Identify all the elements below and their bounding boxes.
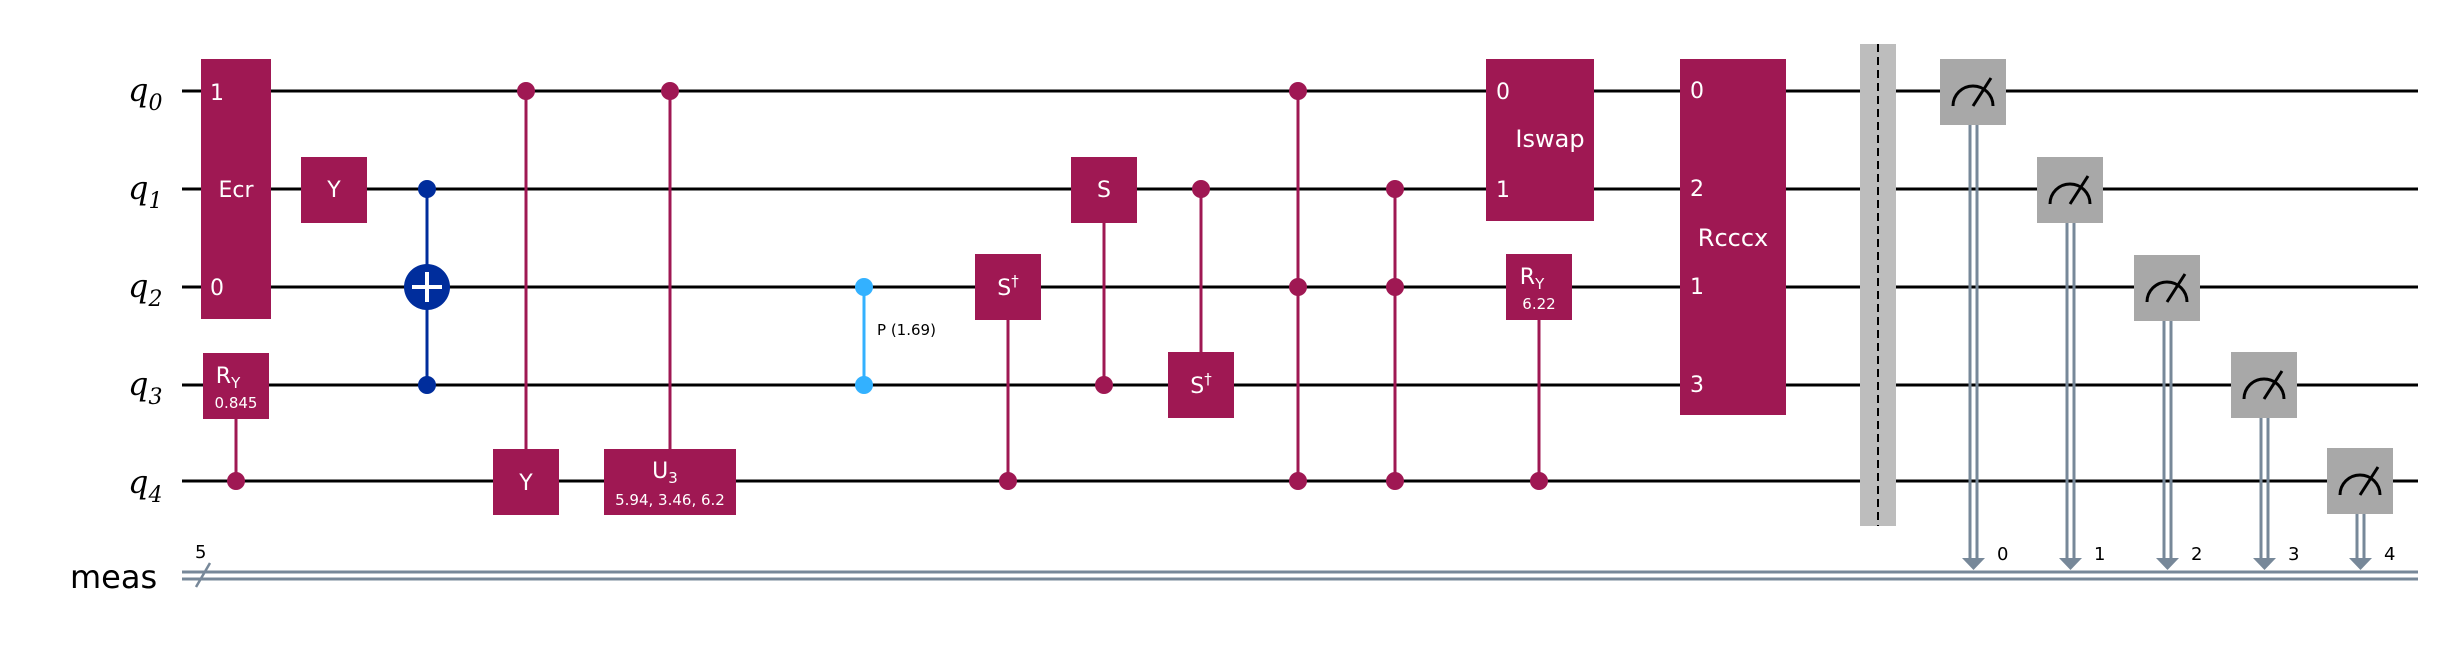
svg-text:RY: RY	[216, 364, 241, 392]
meter-icon	[2242, 377, 2286, 400]
svg-text:Ecr: Ecr	[218, 178, 254, 203]
qubit-label-q0: q0	[128, 71, 162, 116]
qubit-labels: q0 q1 q2 q3 q4 meas	[70, 71, 162, 596]
svg-text:0: 0	[1997, 544, 2008, 565]
y-gate-q1: Y	[301, 157, 367, 223]
classical-wire	[182, 562, 2418, 588]
svg-text:0: 0	[1496, 80, 1510, 105]
svg-text:2: 2	[1690, 177, 1704, 202]
svg-text:4: 4	[2384, 544, 2395, 565]
svg-text:P (1.69): P (1.69)	[877, 321, 936, 339]
controlled-z-gate-1	[1289, 82, 1307, 490]
controlled-sdg-gate-q2: S†	[975, 254, 1041, 490]
meter-icon	[2338, 473, 2382, 496]
controlled-s-gate: S	[1071, 157, 1137, 394]
svg-text:Rcccx: Rcccx	[1698, 224, 1768, 252]
controlled-ry-gate-q2: RY 6.22	[1506, 254, 1572, 490]
classical-register-label: meas	[70, 558, 157, 596]
qubit-label-q2: q2	[128, 267, 162, 312]
svg-text:6.22: 6.22	[1522, 295, 1555, 313]
svg-text:0: 0	[1690, 79, 1704, 104]
qubit-label-q1: q1	[128, 169, 162, 214]
svg-text:Y: Y	[326, 178, 341, 203]
classical-width-slash	[194, 562, 212, 588]
iswap-gate: 0 Iswap 1	[1486, 59, 1594, 221]
controlled-sdg-gate-q3: S†	[1168, 180, 1234, 418]
svg-text:3: 3	[2288, 544, 2299, 565]
meter-icon	[1951, 84, 1995, 107]
svg-text:1: 1	[2094, 544, 2105, 565]
controlled-u3-gate: U3 5.94, 3.46, 6.2	[604, 82, 736, 515]
qubit-label-q3: q3	[128, 365, 162, 410]
controlled-y-gate: Y	[493, 82, 559, 515]
qubit-label-q4: q4	[128, 463, 162, 508]
ecr-gate: 1 Ecr 0	[201, 59, 271, 319]
classical-width-label: 5	[195, 542, 206, 563]
meter-icon	[2145, 280, 2189, 303]
svg-text:3: 3	[1690, 373, 1704, 398]
svg-text:S†: S†	[997, 272, 1019, 301]
measurement-q4: 4	[2327, 448, 2395, 570]
svg-text:1: 1	[210, 81, 224, 106]
measurement-q2: 2	[2134, 255, 2202, 570]
controlled-z-gate-2	[1386, 180, 1404, 490]
measurement-q0: 0	[1940, 59, 2008, 570]
rcccx-gate: 0 2 Rcccx 1 3	[1680, 59, 1786, 415]
svg-text:Y: Y	[518, 471, 533, 496]
svg-text:1: 1	[1690, 275, 1704, 300]
svg-text:RY: RY	[1520, 265, 1545, 293]
svg-text:S: S	[1097, 178, 1111, 203]
svg-text:0: 0	[210, 276, 224, 301]
svg-text:5.94, 3.46, 6.2: 5.94, 3.46, 6.2	[615, 491, 725, 509]
svg-text:Iswap: Iswap	[1515, 125, 1584, 153]
measurement-q3: 3	[2231, 352, 2299, 570]
controlled-ry-gate: RY 0.845	[203, 353, 269, 490]
cnot-gate	[404, 180, 450, 394]
svg-text:2: 2	[2191, 544, 2202, 565]
svg-text:0.845: 0.845	[215, 394, 258, 412]
barrier	[1860, 44, 1896, 526]
measurement-q1: 1	[2037, 157, 2105, 570]
meter-icon	[2048, 182, 2092, 205]
controlled-phase-gate: P (1.69)	[855, 278, 936, 394]
svg-text:1: 1	[1496, 178, 1510, 203]
svg-text:S†: S†	[1190, 370, 1212, 399]
svg-text:U3: U3	[652, 459, 678, 487]
